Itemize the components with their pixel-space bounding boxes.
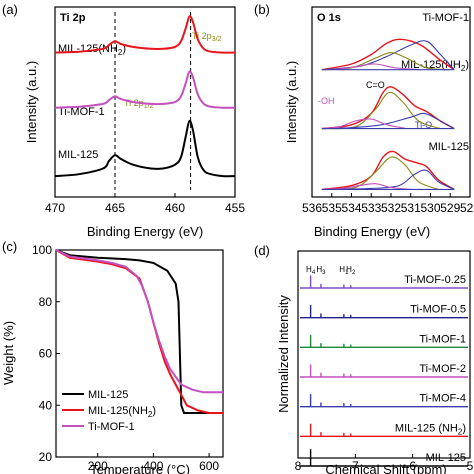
plot-frame-b [311,6,471,198]
series-line-a [54,15,236,54]
series-label-timof-b: Ti-MOF-1 [422,12,469,24]
x-d-tick-label: 5 [467,459,474,473]
legend-c: MIL-125 MIL-125(NH2) Ti-MOF-1 [62,389,156,433]
y-c-tick-label: 40 [39,398,53,412]
series-label-mil-a: MIL-125 [58,149,98,161]
y-c-tick-label: 20 [39,450,53,464]
inset-title-a: Ti 2p [60,12,86,24]
x-a-tick-label: 465 [105,201,125,215]
legend-label: Ti-MOF-1 [88,421,135,433]
y-c-tick-label: 60 [39,347,53,361]
xps-component-curve [321,156,439,190]
x-b-tick-label: 529 [440,201,460,215]
peak-label: H4 [306,265,316,276]
peak-label: H2 [346,265,356,276]
series-label-nh2-b: MIL-125(NH2) [401,59,469,73]
xps-component-curve [321,112,455,130]
annotation-tio: Ti-O [415,120,432,130]
series-label-mil-b: MIL-125 [429,141,469,153]
panel-a: Ti 2p Intensity (a.u.) Binding Energy (e… [24,6,245,239]
x-b-tick-label: 533 [361,201,381,215]
panel-c: Weight (%) Temperature (°C) 200 400 600 20 4… [1,243,224,474]
plot-frame-d [297,250,471,459]
xlabel-b: Binding Energy (eV) [314,224,430,239]
ylabel-c: Weight (%) [1,321,16,385]
nmr-series-label: MIL-125 [426,452,466,464]
panel-label-a: (a) [2,2,18,17]
tga-line [55,249,223,414]
x-a-tick-label: 470 [45,201,65,215]
nmr-series-label: Ti-MOF-1 [419,333,466,345]
ylabel-b: Intensity (a.u.) [284,61,299,143]
x-b-tick-label: 530 [420,201,440,215]
xps-envelope-curve [321,38,455,71]
annotation-oh: -OH [318,96,335,106]
nmr-series-label: MIL-125 (NH2) [395,422,466,436]
ylabel-d: Normalized Intensity [276,295,291,413]
xps-envelope-curve [321,150,455,191]
x-a-tick-label: 455 [225,201,245,215]
annotation-co: C=O [366,80,385,90]
nmr-series-label: Ti-MOF-0.5 [410,304,466,316]
xps-component-curve [321,91,441,130]
series-line-a [54,119,236,178]
xps-component-curve [321,169,455,190]
nmr-series-label: Ti-MOF-2 [419,363,466,375]
x-b-tick-label: 532 [381,201,401,215]
x-c-tick-label: 200 [88,459,108,473]
x-a-tick-label: 460 [165,201,185,215]
x-b-tick-label: 531 [401,201,421,215]
x-b-tick-label: 528 [460,201,474,215]
tga-line [55,249,223,394]
nmr-series-label: Ti-MOF-4 [419,393,466,405]
panel-label-c: (c) [2,239,17,254]
x-b-tick-label: 536 [302,201,322,215]
xps-component-curve [321,118,407,130]
peak-label: H3 [316,265,326,276]
y-c-tick-label: 100 [32,243,52,257]
xps-component-curve [321,63,421,71]
legend-label: MIL-125 [88,389,128,401]
panel-label-d: (d) [254,243,270,258]
x-b-tick-label: 534 [341,201,361,215]
peak-label: H1 [339,265,349,276]
panel-label-b: (b) [254,2,270,17]
plot-frame-a [54,6,236,198]
xlabel-c: Temperature (°C) [90,462,190,474]
xlabel-d: Chemical Shift (ppm) [325,462,446,474]
nmr-series-label: Ti-MOF-0.25 [404,274,466,286]
annotation-ti2p32: Ti 2p3/2 [192,31,222,43]
x-d-tick-label: 8 [295,459,302,473]
y-c-tick-label: 80 [39,295,53,309]
ylabel-a: Intensity (a.u.) [24,61,39,143]
xps-component-curve [321,183,411,190]
series-line-a [54,70,236,109]
x-c-tick-label: 600 [199,459,219,473]
panel-d: Normalized Intensity Chemical Shift (ppm… [276,250,474,474]
series-label-timof-a: Ti-MOF-1 [58,106,105,118]
legend-label: MIL-125(NH2) [88,405,156,419]
x-b-tick-label: 535 [322,201,342,215]
x-c-tick-label: 400 [143,459,163,473]
tga-line [55,249,223,414]
xlabel-a: Binding Energy (eV) [87,224,203,239]
panel-b: O 1s Intensity (a.u.) Binding Energy (eV… [284,6,474,239]
xps-envelope-curve [321,86,455,130]
inset-title-b: O 1s [317,12,341,24]
